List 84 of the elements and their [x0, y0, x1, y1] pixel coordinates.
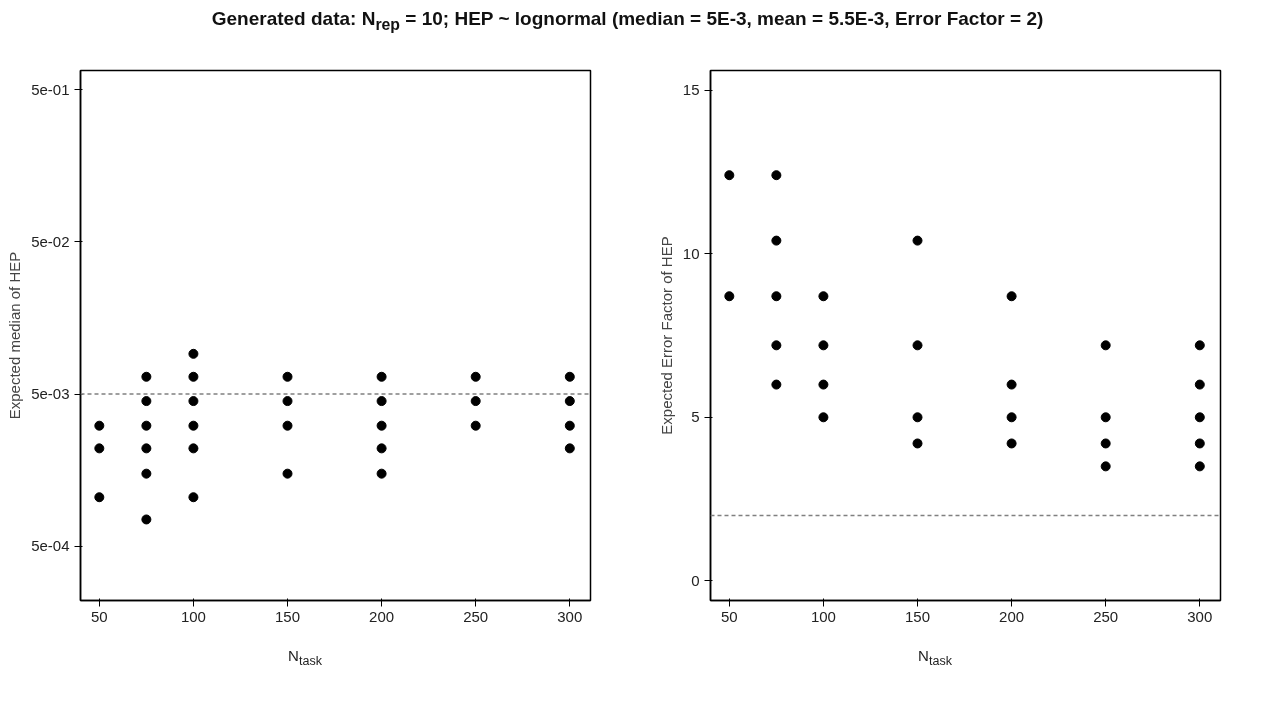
- point: [470, 420, 481, 431]
- point: [771, 291, 782, 302]
- x-tick-label: 250: [1093, 607, 1119, 625]
- x-tick-label: 250: [463, 607, 489, 625]
- point: [564, 443, 575, 454]
- x-tick-label: 150: [275, 607, 301, 625]
- point: [282, 396, 293, 407]
- point: [564, 371, 575, 382]
- point: [1194, 438, 1205, 449]
- x-tick-label: 300: [1187, 607, 1213, 625]
- point: [141, 396, 152, 407]
- x-tick-label: 50: [720, 607, 738, 625]
- point: [912, 438, 923, 449]
- y-tick-label: 10: [682, 244, 700, 262]
- point: [188, 371, 199, 382]
- point: [912, 235, 923, 246]
- point: [771, 235, 782, 246]
- point: [1006, 379, 1017, 390]
- y-axis-title: Expected median of HEP: [6, 251, 24, 420]
- point: [282, 420, 293, 431]
- x-tick-label: 150: [905, 607, 931, 625]
- point: [1006, 438, 1017, 449]
- point: [818, 340, 829, 351]
- point: [724, 170, 735, 181]
- point: [376, 396, 387, 407]
- x-tick-label: 100: [810, 607, 836, 625]
- point: [282, 371, 293, 382]
- x-tick-label: 200: [369, 607, 395, 625]
- point: [1006, 412, 1017, 423]
- point: [141, 371, 152, 382]
- x-tick-label: 100: [180, 607, 206, 625]
- point: [94, 492, 105, 503]
- point: [912, 340, 923, 351]
- point: [188, 396, 199, 407]
- y-tick-label: 5e-04: [31, 537, 70, 555]
- y-tick-label: 5e-01: [31, 80, 70, 98]
- point: [1194, 461, 1205, 472]
- point: [141, 420, 152, 431]
- point: [1100, 461, 1111, 472]
- point: [94, 443, 105, 454]
- point: [1006, 291, 1017, 302]
- point: [818, 379, 829, 390]
- point: [141, 514, 152, 525]
- y-tick-label: 0: [691, 571, 700, 589]
- x-tick-label: 50: [90, 607, 108, 625]
- point: [1194, 379, 1205, 390]
- point: [1194, 340, 1205, 351]
- point: [470, 371, 481, 382]
- point: [1100, 438, 1111, 449]
- point: [771, 170, 782, 181]
- point: [376, 420, 387, 431]
- point: [282, 468, 293, 479]
- point: [94, 420, 105, 431]
- point: [771, 340, 782, 351]
- y-tick-label: 5: [691, 408, 700, 426]
- point: [188, 420, 199, 431]
- x-axis-title: N$_{task}$: [917, 646, 953, 670]
- point: [1100, 412, 1111, 423]
- y-tick-label: 5e-02: [31, 232, 70, 250]
- point: [818, 412, 829, 423]
- y-tick-label: 15: [682, 81, 700, 99]
- point: [141, 468, 152, 479]
- point: [564, 396, 575, 407]
- point: [1100, 340, 1111, 351]
- point: [188, 492, 199, 503]
- point: [470, 396, 481, 407]
- x-tick-label: 300: [557, 607, 583, 625]
- y-tick-label: 5e-03: [31, 385, 70, 403]
- point: [1194, 412, 1205, 423]
- point: [724, 291, 735, 302]
- point: [376, 371, 387, 382]
- point: [376, 443, 387, 454]
- chart-title: Generated data: N$_{rep}$ = 10; HEP ~ lognormal (median = 5E-3, mean = 5.5E-3, Error Factor = 2): [210, 7, 1045, 35]
- point: [376, 468, 387, 479]
- point: [771, 379, 782, 390]
- y-axis-title: Expected Error Factor of HEP: [657, 236, 675, 435]
- point: [188, 348, 199, 359]
- point: [818, 291, 829, 302]
- point: [564, 420, 575, 431]
- point: [141, 443, 152, 454]
- point: [912, 412, 923, 423]
- x-axis-title: N$_{task}$: [287, 646, 323, 670]
- point: [188, 443, 199, 454]
- x-tick-label: 200: [999, 607, 1025, 625]
